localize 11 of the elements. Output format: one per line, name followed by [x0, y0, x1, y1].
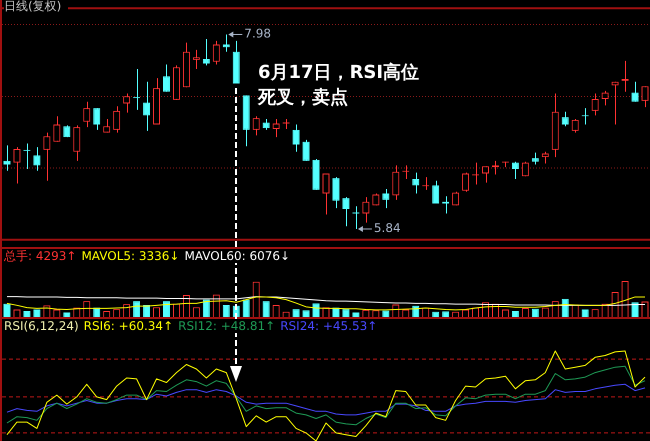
annotation: 7.98	[244, 26, 272, 41]
annotation: RSI12: +48.81↑	[178, 319, 276, 333]
text: MAVOL60: 6076↓	[184, 249, 290, 263]
annotation: RSI24: +45.53↑	[280, 319, 378, 333]
annotation: RSI6: +60.34↑	[84, 319, 174, 333]
chart-title: RSI(6,12,24)	[4, 319, 79, 333]
text: 总手: 4293↑	[4, 249, 76, 263]
annotation: 6月17日，RSI高位死叉，卖点	[258, 61, 420, 110]
text: MAVOL5: 3336↓	[81, 249, 180, 263]
chart-title: 日线(复权)	[4, 0, 62, 13]
annotation: 5.84	[374, 221, 401, 236]
